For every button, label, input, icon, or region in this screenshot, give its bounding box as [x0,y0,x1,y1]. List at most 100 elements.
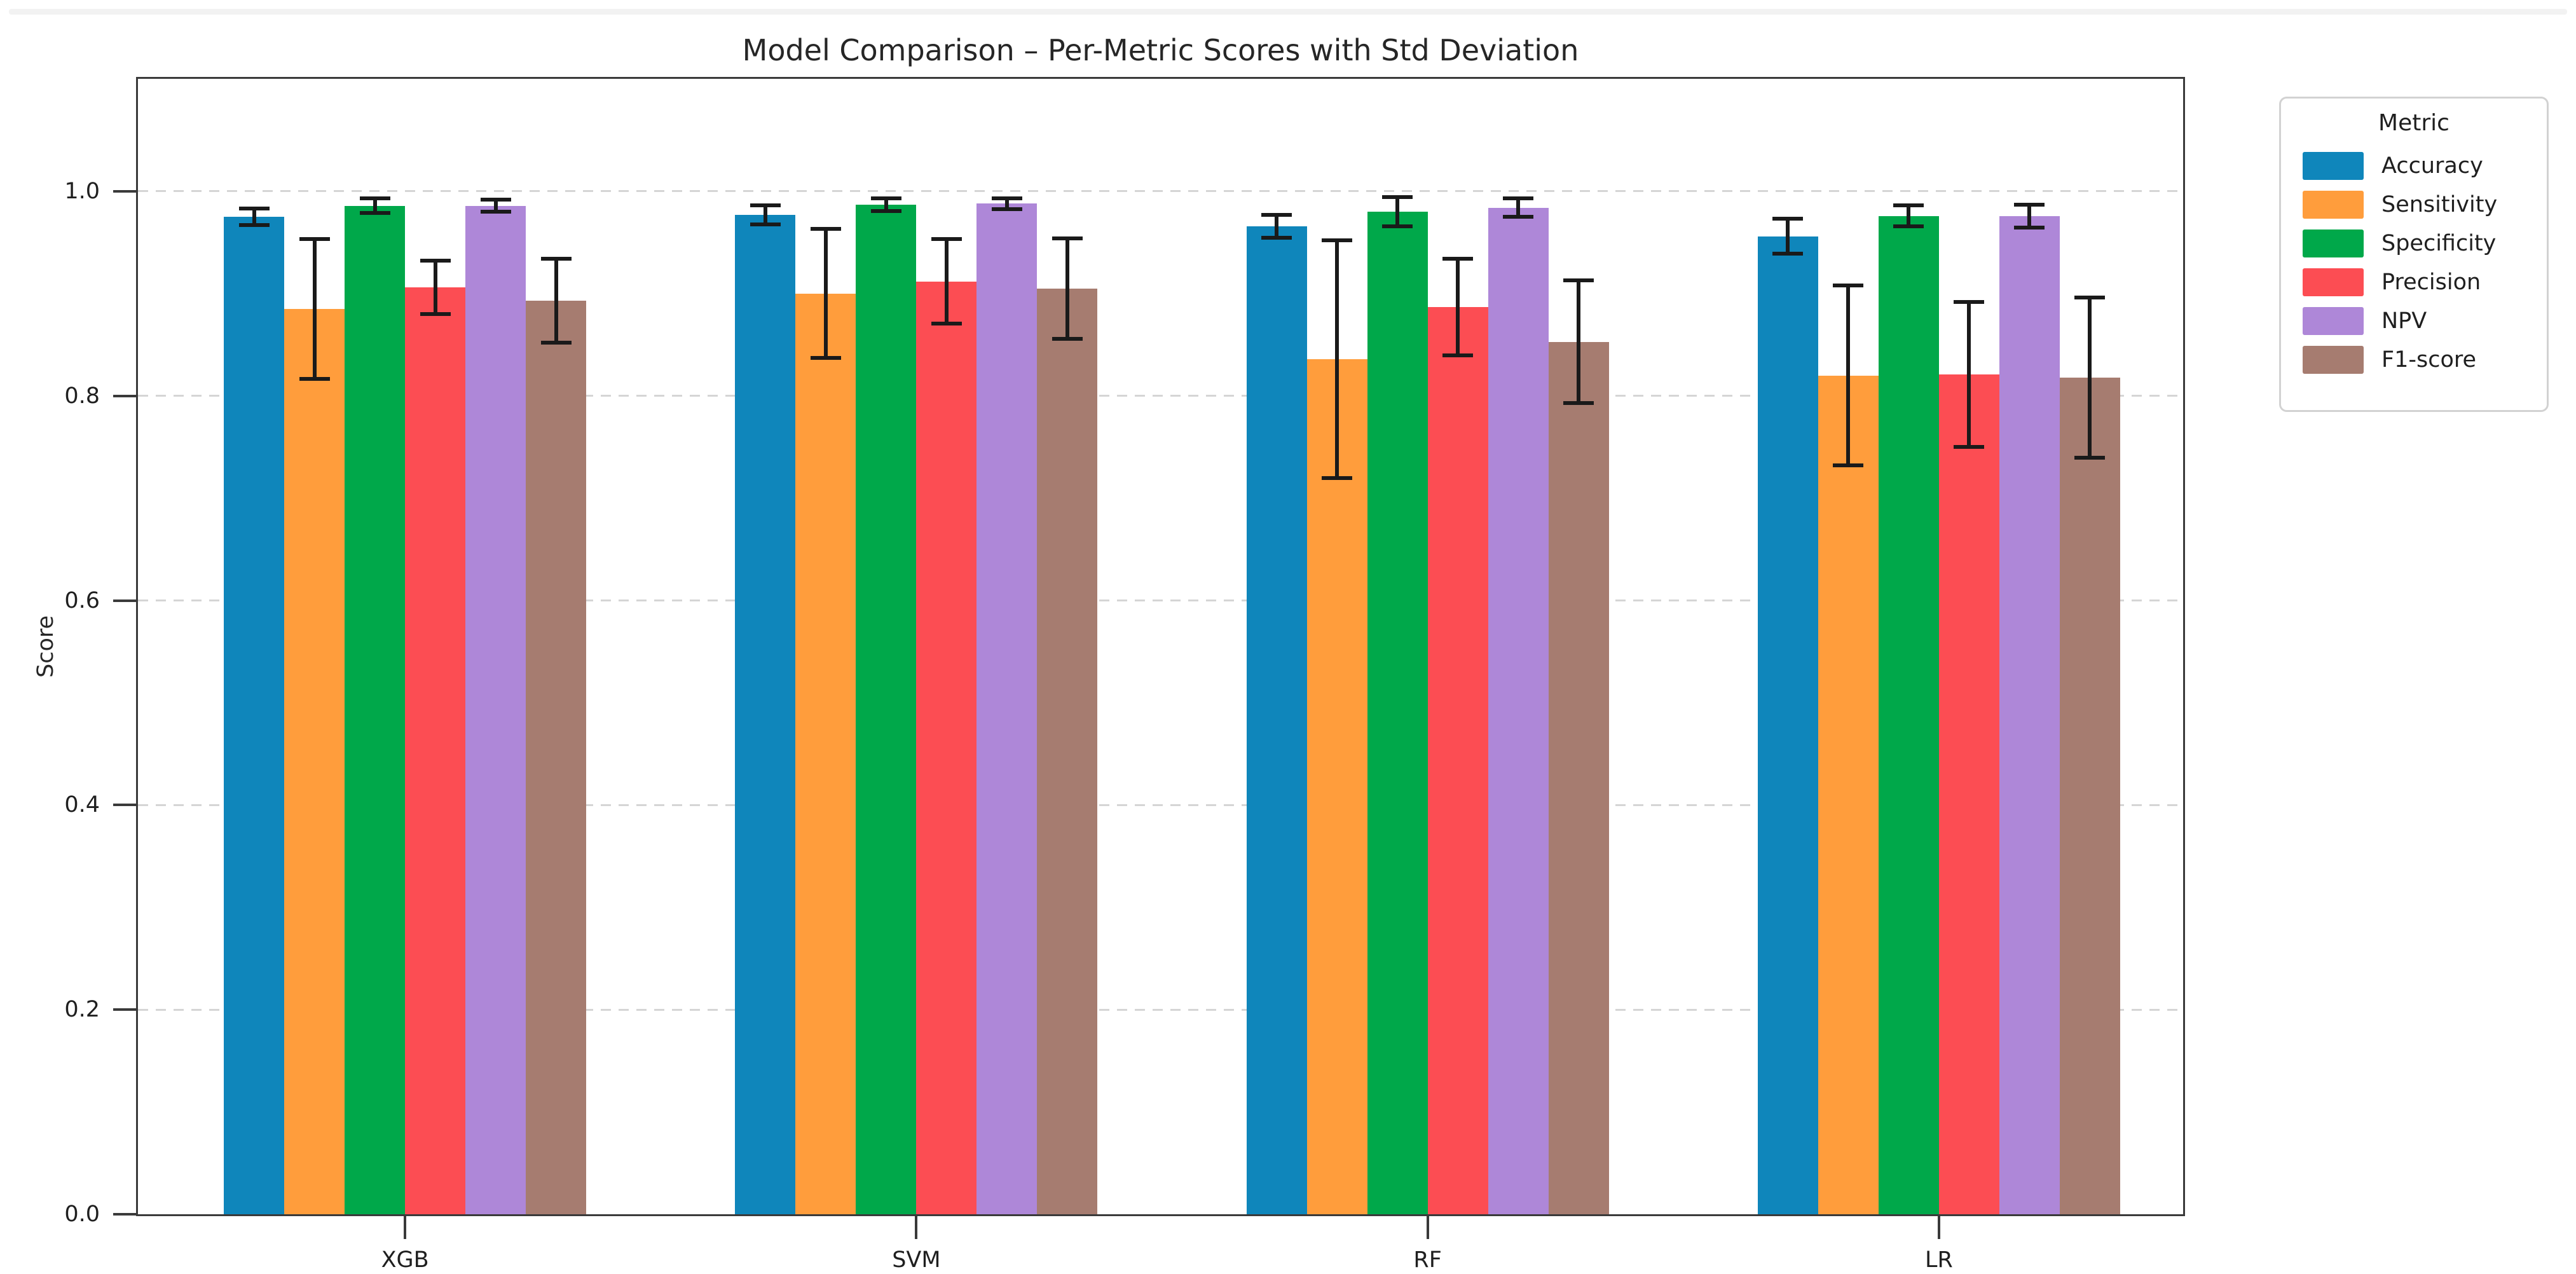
errorbar-stem [1395,195,1400,228]
errorbar-stem [252,207,256,228]
y-tick-label-0.4: 0.4 [64,792,100,818]
x-tick-label-XGB: XGB [381,1247,429,1273]
gridline-y-0.6 [138,599,2183,602]
errorbar-cap-bottom [810,356,841,360]
errorbar-cap-top [2014,202,2045,207]
errorbar-stem [312,237,317,381]
y-tick-label-0.2: 0.2 [64,997,100,1023]
legend-item-Accuracy: Accuracy [2303,152,2537,180]
errorbar-stem [373,196,377,215]
bar-LR-Specificity [1878,216,1939,1214]
legend-item-F1-score: F1-score [2303,346,2537,374]
errorbar-cap-top [810,227,841,231]
errorbar-cap-bottom [750,222,781,226]
errorbar-XGB-Sensitivity [299,237,330,381]
errorbar-SVM-Precision [931,237,962,325]
errorbar-LR-Precision [1954,299,1985,449]
legend-label: Sensitivity [2381,192,2498,217]
errorbar-cap-bottom [2074,455,2106,460]
bar-XGB-Specificity [345,205,406,1214]
errorbar-stem [2088,296,2092,460]
y-tick-label-0.0: 0.0 [64,1202,100,1227]
bar-SVM-F1-score [1037,288,1098,1214]
bar-LR-F1-score [2059,377,2120,1214]
bar-XGB-NPV [465,205,526,1214]
errorbar-SVM-NPV [991,196,1022,211]
errorbar-stem [884,196,888,213]
errorbar-cap-bottom [2014,225,2045,229]
errorbar-stem [1846,283,1851,468]
x-tick-label-RF: RF [1413,1247,1442,1273]
errorbar-RF-Sensitivity [1322,238,1353,480]
errorbar-cap-bottom [359,210,390,215]
errorbar-cap-bottom [238,223,270,228]
errorbar-stem [944,237,949,325]
errorbar-stem [1907,203,1911,228]
errorbar-cap-bottom [1503,215,1534,219]
legend-swatch-Sensitivity [2303,191,2364,219]
errorbar-cap-top [1772,217,1804,221]
errorbar-cap-bottom [540,341,572,345]
errorbar-stem [554,256,558,345]
errorbar-cap-bottom [1052,336,1083,341]
errorbar-SVM-F1-score [1052,236,1083,341]
errorbar-stem [433,259,437,317]
errorbar-cap-top [359,196,390,201]
x-tick-mark-XGB [404,1216,407,1239]
errorbar-stem [1577,278,1581,406]
errorbar-cap-top [1322,238,1353,242]
x-tick-mark-SVM [915,1216,918,1239]
errorbar-LR-NPV [2014,202,2045,229]
errorbar-cap-bottom [1563,401,1594,406]
y-tick-mark-0.4 [113,804,136,807]
errorbar-cap-top [1954,299,1985,304]
bar-RF-Accuracy [1246,226,1307,1214]
y-tick-mark-0.6 [113,599,136,602]
errorbar-cap-top [870,196,901,201]
errorbar-LR-F1-score [2074,296,2106,460]
errorbar-RF-NPV [1503,196,1534,219]
legend-items: Accuracy Sensitivity Specificity Precision N… [2303,152,2537,374]
errorbar-stem [1456,256,1460,357]
bar-LR-Accuracy [1757,236,1818,1214]
errorbar-RF-Accuracy [1261,212,1292,240]
legend-swatch-NPV [2303,307,2364,335]
errorbar-stem [1967,299,1971,449]
y-axis-label: Score [33,615,58,678]
chart-title: Model Comparison – Per-Metric Scores wit… [742,33,1579,67]
bar-XGB-Sensitivity [284,309,345,1214]
legend: Metric Accuracy Sensitivity Specificity Pre… [2279,97,2549,412]
legend-label: Specificity [2381,231,2497,256]
errorbar-stem [823,227,828,360]
errorbar-SVM-Accuracy [750,203,781,226]
errorbar-cap-bottom [1322,476,1353,480]
errorbar-stem [2027,202,2032,229]
bar-RF-F1-score [1548,341,1609,1214]
errorbar-LR-Accuracy [1772,217,1804,256]
errorbar-cap-bottom [1261,235,1292,240]
errorbar-XGB-Specificity [359,196,390,215]
errorbar-SVM-Sensitivity [810,227,841,360]
legend-item-Specificity: Specificity [2303,229,2537,257]
errorbar-cap-bottom [299,376,330,381]
legend-title: Metric [2378,110,2449,136]
legend-label: NPV [2381,308,2427,334]
errorbar-cap-top [480,197,511,202]
gridline-y-0.2 [138,1008,2183,1011]
errorbar-cap-top [299,237,330,242]
y-tick-mark-0.8 [113,394,136,397]
x-tick-label-LR: LR [1924,1247,1953,1273]
errorbar-cap-top [1261,212,1292,217]
errorbar-XGB-NPV [480,197,511,214]
bar-SVM-Accuracy [735,215,796,1214]
legend-swatch-Precision [2303,268,2364,296]
errorbar-cap-top [750,203,781,208]
errorbar-cap-bottom [870,209,901,213]
bar-RF-Sensitivity [1306,359,1367,1214]
y-tick-label-1.0: 1.0 [64,178,100,204]
errorbar-SVM-Specificity [870,196,901,213]
y-tick-mark-1.0 [113,189,136,193]
bar-SVM-Precision [916,281,977,1214]
legend-swatch-Specificity [2303,229,2364,257]
errorbar-cap-bottom [1893,224,1924,228]
